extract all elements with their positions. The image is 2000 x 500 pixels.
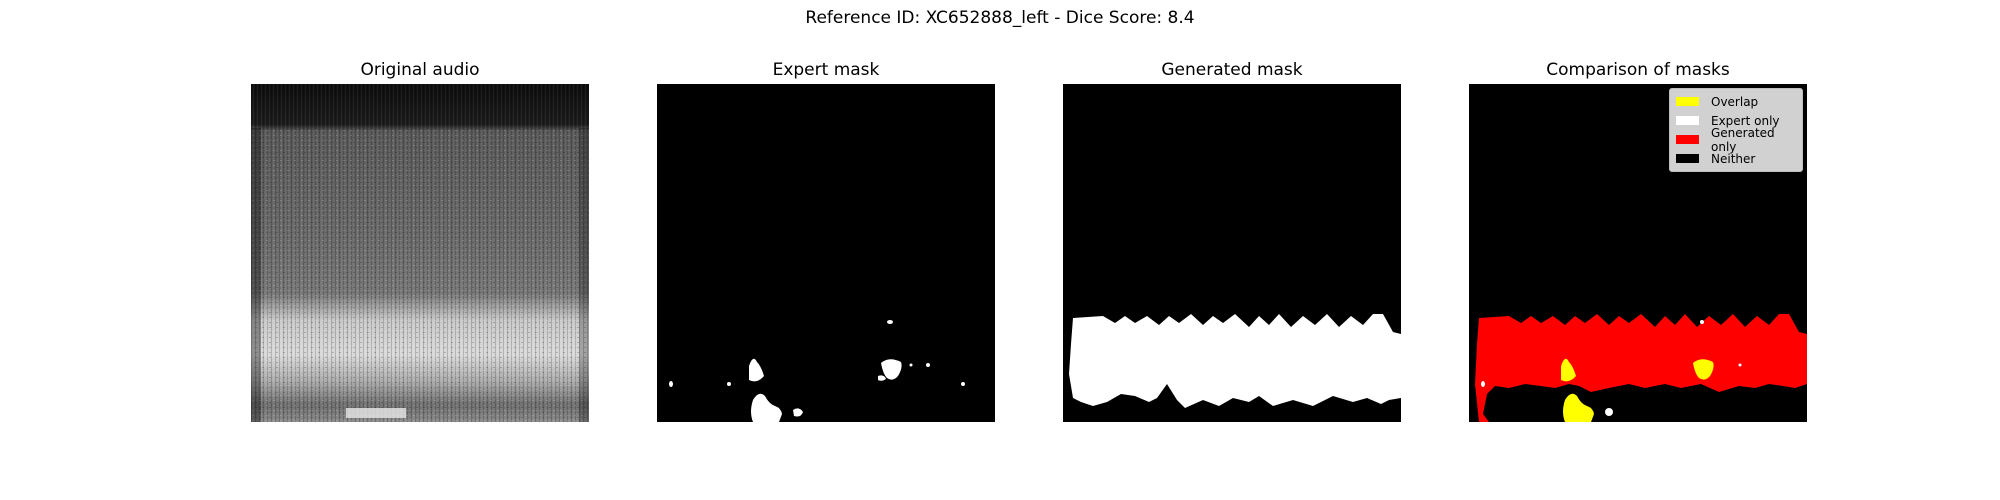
expert-mask-image bbox=[657, 84, 995, 422]
generated-mask-image bbox=[1063, 84, 1401, 422]
legend-item-expert-only: Expert only bbox=[1676, 111, 1796, 130]
legend-swatch-neither bbox=[1676, 154, 1699, 163]
legend-item-generated-only: Generated only bbox=[1676, 126, 1796, 154]
legend-swatch-generated-only bbox=[1676, 135, 1699, 144]
panel-title-generated-mask: Generated mask bbox=[1161, 60, 1303, 80]
legend-swatch-overlap bbox=[1676, 97, 1699, 106]
panel-generated-mask: Generated mask bbox=[1063, 56, 1401, 422]
panel-title-expert-mask: Expert mask bbox=[772, 60, 880, 80]
panel-title-original-audio: Original audio bbox=[360, 60, 480, 80]
legend-label-expert-only: Expert only bbox=[1711, 113, 1780, 128]
panel-comparison-of-masks: Comparison of masks Overlap bbox=[1469, 56, 1807, 422]
comparison-legend: Overlap Expert only Generated only Neith… bbox=[1669, 88, 1803, 172]
legend-label-generated-only: Generated only bbox=[1711, 125, 1775, 154]
panel-title-comparison: Comparison of masks bbox=[1546, 60, 1730, 80]
legend-item-overlap: Overlap bbox=[1676, 92, 1796, 111]
legend-swatch-expert-only bbox=[1676, 116, 1699, 125]
panel-original-audio: Original audio bbox=[251, 56, 589, 422]
comparison-image-frame: Overlap Expert only Generated only Neith… bbox=[1469, 84, 1807, 422]
legend-label-overlap: Overlap bbox=[1711, 94, 1759, 109]
figure-title: Reference ID: XC652888_left - Dice Score… bbox=[805, 8, 1195, 28]
panel-expert-mask: Expert mask bbox=[657, 56, 995, 422]
legend-item-neither: Neither bbox=[1676, 149, 1796, 168]
legend-label-neither: Neither bbox=[1711, 151, 1756, 166]
spectrogram-image bbox=[251, 84, 589, 422]
